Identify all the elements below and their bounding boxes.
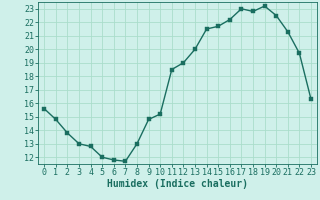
X-axis label: Humidex (Indice chaleur): Humidex (Indice chaleur) — [107, 179, 248, 189]
